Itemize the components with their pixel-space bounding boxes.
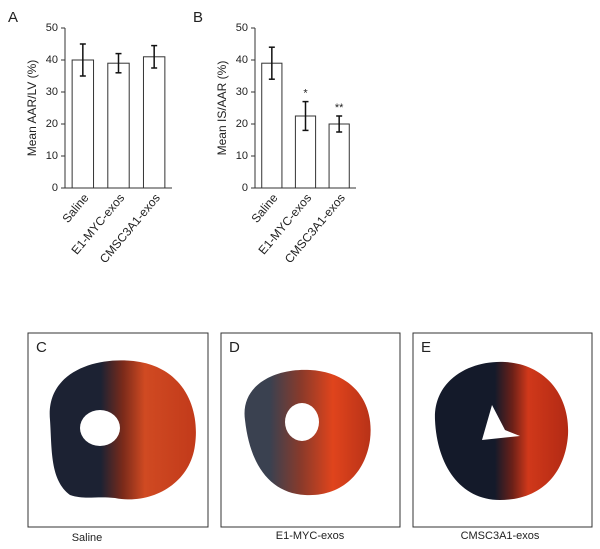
lumen	[285, 403, 319, 441]
lumen	[80, 410, 120, 446]
bar	[71, 59, 95, 189]
bar	[328, 123, 350, 189]
y-axis-label: Mean IS/AAR (%)	[215, 61, 229, 156]
y-tick-label: 10	[46, 150, 58, 162]
x-tick-label: Saline	[248, 191, 280, 226]
y-tick-label: 40	[46, 54, 58, 66]
panel-label: A	[8, 9, 18, 26]
panel-label: E	[421, 339, 431, 356]
lumen	[482, 405, 520, 440]
y-tick-label: 20	[236, 118, 248, 130]
bar	[142, 56, 166, 189]
y-tick-label: 50	[236, 22, 248, 34]
y-tick-label: 30	[236, 86, 248, 98]
panel-label: B	[193, 9, 203, 26]
x-tick-label: CMSC3A1-exos	[282, 191, 348, 266]
significance: **	[335, 102, 344, 114]
significance: *	[303, 88, 308, 100]
y-tick-label: 0	[242, 182, 248, 194]
panel-label: C	[36, 339, 47, 356]
y-tick-label: 50	[46, 22, 58, 34]
y-tick-label: 10	[236, 150, 248, 162]
panel-label: D	[229, 339, 240, 356]
photo-caption: Saline	[72, 532, 103, 544]
y-tick-label: 20	[46, 118, 58, 130]
x-tick-label: Saline	[59, 191, 91, 226]
y-axis-label: Mean AAR/LV (%)	[25, 60, 39, 156]
y-tick-label: 0	[52, 182, 58, 194]
y-tick-label: 30	[46, 86, 58, 98]
heart-slice	[49, 360, 196, 500]
bar	[261, 62, 283, 189]
photo-caption: CMSC3A1-exos	[461, 530, 540, 542]
photo-caption: E1-MYC-exos	[276, 530, 345, 542]
bar	[107, 62, 130, 189]
y-tick-label: 40	[236, 54, 248, 66]
